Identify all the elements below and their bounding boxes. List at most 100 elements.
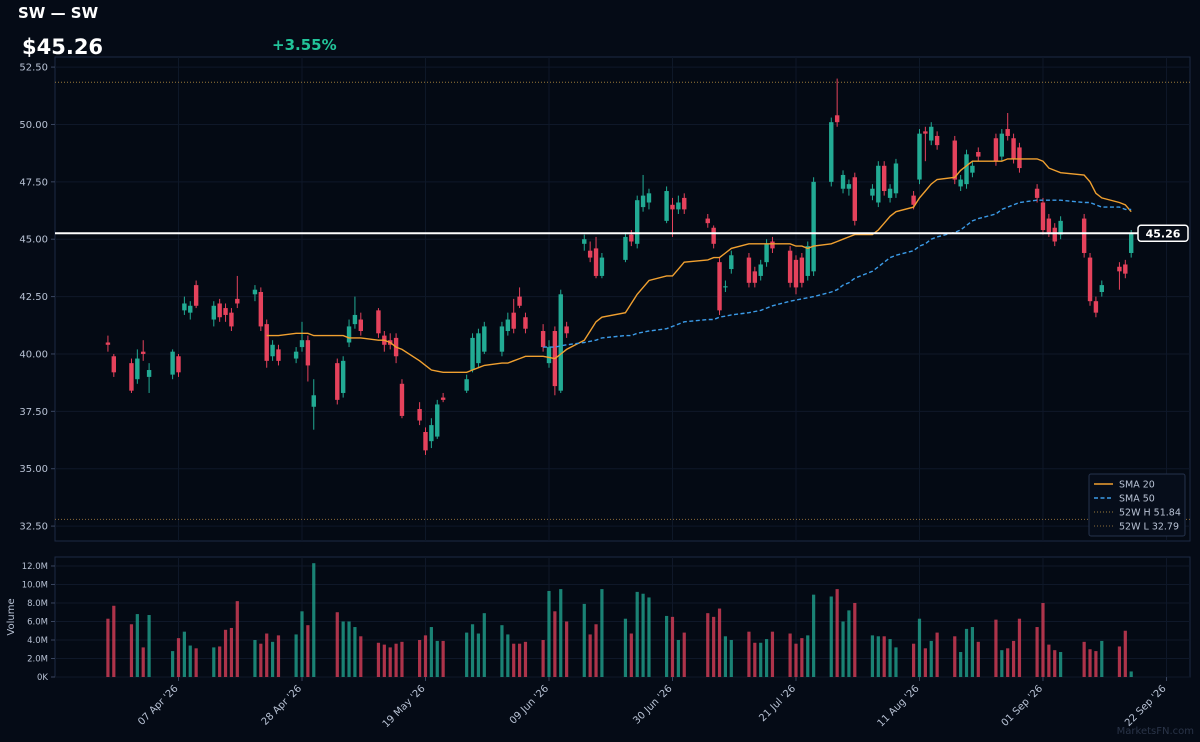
candle-body [929,126,934,141]
volume-bar [559,589,563,677]
volume-bar [1000,650,1004,677]
volume-bar [1088,649,1092,677]
y-tick-label: 52.50 [19,63,48,74]
volume-bar [747,631,751,677]
volume-bar [500,625,504,677]
candle-body [188,305,193,313]
legend-label: 52W L 32.79 [1119,522,1179,533]
volume-bar [376,642,381,677]
volume-bar [388,647,392,677]
candle-body [876,165,881,203]
candle-body [217,303,222,318]
candle-body [293,351,299,359]
sma-line [266,158,1132,373]
candle-body [229,312,234,327]
volume-bar [923,648,927,677]
candle-body [635,200,640,244]
candle-body [376,310,381,334]
volume-bar [712,616,716,677]
candle-body [917,133,922,180]
volume-bar [1006,648,1010,677]
candle-body [352,314,358,325]
volume-bar [594,624,598,677]
volume-bar [476,633,481,677]
volume-bar [764,639,769,677]
legend-label: 52W H 51.84 [1119,508,1181,519]
volume-bar [1129,671,1133,677]
candle-body [1081,218,1087,253]
candle-body [805,246,810,276]
candle-body [723,286,728,288]
y-tick-label: 45.00 [19,235,48,246]
candle-body [1123,264,1128,274]
candle-body [1017,147,1022,169]
candle-body [1034,188,1040,198]
candle-body [646,193,652,203]
candle-body [111,356,117,373]
candle-body [1005,129,1010,136]
candle-body [517,296,522,306]
candle-body [676,202,681,210]
candle-body [170,351,175,375]
candle-body [887,188,893,198]
candle-body [1040,202,1046,231]
last-price-label: 45.26 [1146,227,1181,240]
volume-bar [517,643,522,677]
candle-body [670,204,675,210]
candle-body [105,342,111,345]
volume-bar [300,611,304,677]
candle-body [264,324,269,361]
candle-body [346,326,352,343]
volume-bar [888,639,892,677]
volume-bar [1035,627,1039,677]
volume-bar [176,638,181,677]
candle-body [211,305,216,320]
volume-bar [470,624,475,677]
volume-bar [341,621,345,677]
y-tick-label: 2.0M [27,654,48,664]
watermark: MarketsFN.com [1117,726,1194,737]
volume-bar [876,636,880,677]
candle-body [923,131,928,134]
candle-body [1046,218,1052,233]
volume-bar [600,589,604,677]
candle-body [499,326,505,352]
volume-bar [953,636,957,677]
y-axis-label: Volume [6,598,17,635]
volume-bar [682,632,686,677]
volume-bar [129,624,134,677]
y-tick-label: 12.0M [22,562,48,572]
candle-body [717,262,722,311]
volume-bar [335,612,339,677]
last-price-box [1137,224,1189,243]
candle-body [505,319,511,332]
candle-body [423,431,428,451]
volume-bar [553,611,557,677]
candle-body [482,326,487,352]
candle-body [252,289,258,295]
volume-bar [435,640,439,677]
volume-bar [194,648,198,677]
volume-bar [1094,651,1098,677]
candle-body [682,197,687,210]
y-tick-label: 32.50 [19,522,48,533]
candle-body [593,248,599,276]
candle-body [811,181,816,272]
volume-bar [800,638,804,677]
change-label: +3.55% [272,36,337,54]
volume-bar [676,639,680,677]
volume-bar [1017,618,1022,677]
volume-bar [359,636,363,677]
candle-body [834,115,840,123]
volume-bar [753,642,757,677]
candle-body [993,138,999,162]
candle-body [270,344,275,357]
volume-bar [770,631,775,677]
volume-bar [394,643,398,677]
candle-body [1117,266,1122,272]
volume-bar [670,616,675,677]
y-tick-label: 0K [37,673,48,683]
candle-body [546,347,552,364]
candle-body [1087,257,1093,302]
